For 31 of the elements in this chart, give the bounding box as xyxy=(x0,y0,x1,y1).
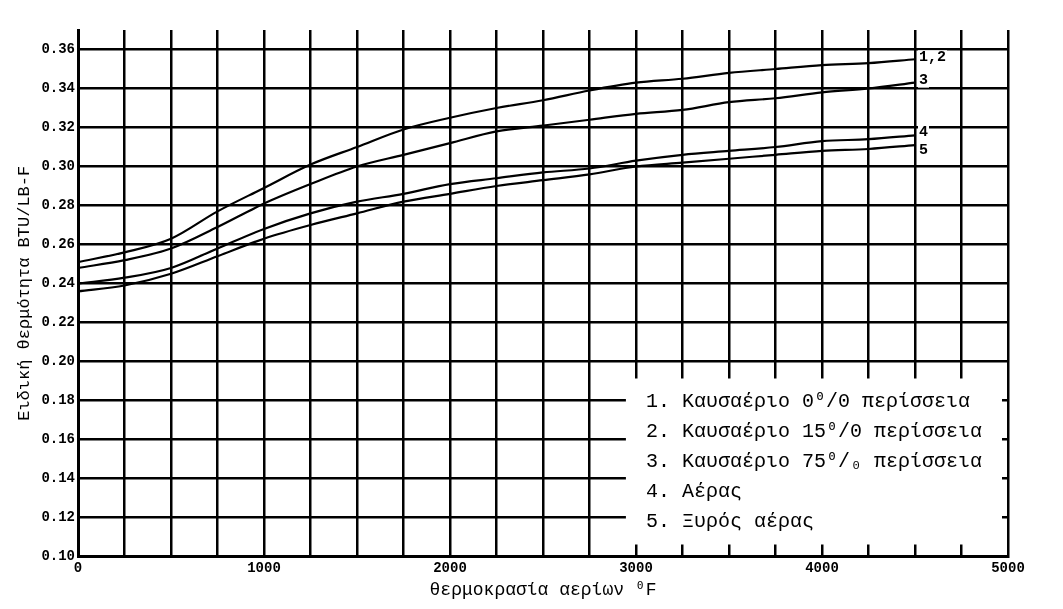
y-tick-label: 0.36 xyxy=(41,41,76,58)
x-tick-label: 4000 xyxy=(805,559,839,576)
x-tick-label: 1000 xyxy=(247,559,281,576)
y-tick-label: 0.12 xyxy=(41,509,76,526)
y-tick-label: 0.16 xyxy=(41,431,76,448)
annotation: 4. Αέρας xyxy=(645,479,742,503)
annotation: 3. Καυσαέριο 75⁰/₀ περίσσεια xyxy=(645,449,982,473)
y-tick-label: 0.24 xyxy=(41,275,76,292)
y-tick-label: 0.22 xyxy=(41,314,76,331)
annotation: 5. Ξυρός αέρας xyxy=(645,509,814,533)
y-tick-label: 0.30 xyxy=(41,158,76,175)
series-label: 1,2 xyxy=(919,49,947,67)
x-tick-label: 0 xyxy=(73,559,83,576)
y-tick-label: 0.20 xyxy=(41,353,76,370)
y-tick-label: 0.34 xyxy=(41,80,76,97)
y-tick-label: 0.32 xyxy=(41,119,76,136)
y-axis-title: Ειδική θερμότητα BTU/LB-F xyxy=(14,165,34,421)
series-label: 5 xyxy=(919,141,929,159)
x-tick-label: 5000 xyxy=(991,559,1025,576)
x-tick-label: 3000 xyxy=(619,559,653,576)
y-tick-label: 0.14 xyxy=(41,470,76,487)
x-tick-label: 2000 xyxy=(433,559,467,576)
annotation: 2. Καυσαέριο 15⁰/0 περίσσεια xyxy=(645,419,982,443)
x-axis-title: θερμοκρασία αερίων ⁰F xyxy=(429,579,657,600)
y-tick-label: 0.18 xyxy=(41,392,76,409)
y-tick-label: 0.26 xyxy=(41,236,76,253)
y-tick-label: 0.28 xyxy=(41,197,76,214)
annotation: 1. Καυσαέριο 0⁰/0 περίσσεια xyxy=(645,389,970,413)
series-label: 4 xyxy=(919,124,929,142)
series-label: 3 xyxy=(919,72,929,90)
y-tick-label: 0.10 xyxy=(41,548,76,565)
